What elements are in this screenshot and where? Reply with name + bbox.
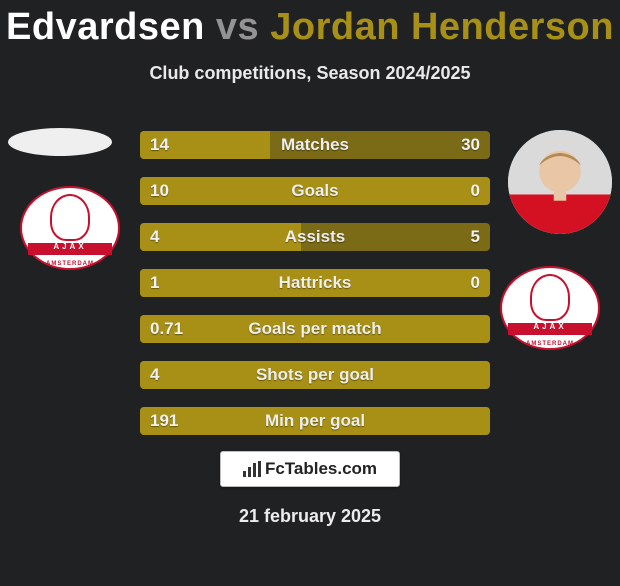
- stat-value-right: 0: [471, 177, 480, 205]
- title-player1: Edvardsen: [6, 6, 205, 48]
- stat-row: 10Goals0: [140, 177, 490, 205]
- player2-club-logo: AJAX AMSTERDAM: [500, 266, 600, 350]
- stat-value-right: 30: [461, 131, 480, 159]
- stat-row: 14Matches30: [140, 131, 490, 159]
- stat-row: 1Hattricks0: [140, 269, 490, 297]
- stat-label: Goals per match: [140, 315, 490, 343]
- subtitle: Club competitions, Season 2024/2025: [0, 63, 620, 84]
- player1-club-logo: AJAX AMSTERDAM: [20, 186, 120, 270]
- stat-row: 4Shots per goal: [140, 361, 490, 389]
- title-vs: vs: [216, 6, 259, 48]
- stat-label: Assists: [140, 223, 490, 251]
- title-player2: Jordan Henderson: [270, 6, 614, 48]
- stats-container: 14Matches3010Goals04Assists51Hattricks00…: [140, 131, 490, 453]
- player2-photo: [508, 130, 612, 234]
- stat-label: Min per goal: [140, 407, 490, 435]
- player1-photo-placeholder: [8, 128, 112, 156]
- stat-label: Goals: [140, 177, 490, 205]
- stat-value-right: 0: [471, 269, 480, 297]
- stat-row: 0.71Goals per match: [140, 315, 490, 343]
- ajax-logo-icon: AJAX AMSTERDAM: [500, 266, 600, 350]
- source-badge: FcTables.com: [220, 451, 400, 487]
- stat-label: Shots per goal: [140, 361, 490, 389]
- barchart-icon: [243, 461, 261, 477]
- comparison-title: Edvardsen vs Jordan Henderson: [0, 6, 620, 49]
- stat-label: Hattricks: [140, 269, 490, 297]
- stat-row: 191Min per goal: [140, 407, 490, 435]
- date-text: 21 february 2025: [0, 506, 620, 527]
- ajax-logo-icon: AJAX AMSTERDAM: [20, 186, 120, 270]
- stat-label: Matches: [140, 131, 490, 159]
- stat-value-right: 5: [471, 223, 480, 251]
- stat-row: 4Assists5: [140, 223, 490, 251]
- source-site: FcTables.com: [265, 459, 377, 479]
